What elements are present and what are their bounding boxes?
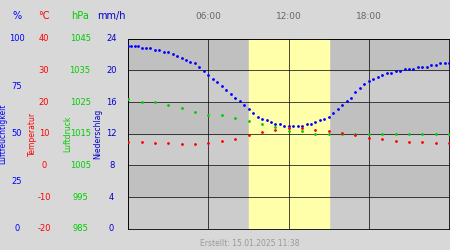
Text: 40: 40 bbox=[39, 34, 50, 43]
Text: 0: 0 bbox=[109, 224, 114, 233]
Text: 4: 4 bbox=[109, 192, 114, 202]
Text: 75: 75 bbox=[12, 82, 22, 91]
Text: 985: 985 bbox=[72, 224, 88, 233]
Text: 25: 25 bbox=[12, 177, 22, 186]
Bar bbox=[128, 134, 449, 166]
Text: mm/h: mm/h bbox=[97, 11, 126, 21]
Text: Luftfeuchtigkeit: Luftfeuchtigkeit bbox=[0, 104, 7, 164]
Bar bbox=[128, 166, 449, 197]
Bar bbox=[128, 39, 449, 70]
Text: 0: 0 bbox=[14, 224, 20, 233]
Text: 20: 20 bbox=[39, 98, 50, 106]
Text: 10: 10 bbox=[39, 129, 50, 138]
Text: Luftdruck: Luftdruck bbox=[63, 116, 72, 152]
Text: 8: 8 bbox=[109, 161, 114, 170]
Text: hPa: hPa bbox=[71, 11, 89, 21]
Bar bbox=[128, 197, 449, 229]
Text: 1015: 1015 bbox=[70, 129, 90, 138]
Bar bbox=[128, 70, 449, 102]
Text: 0: 0 bbox=[41, 161, 47, 170]
Text: 16: 16 bbox=[106, 98, 117, 106]
Text: 50: 50 bbox=[12, 129, 22, 138]
Text: 20: 20 bbox=[106, 66, 117, 75]
Text: Erstellt: 15.01.2025 11:38: Erstellt: 15.01.2025 11:38 bbox=[200, 238, 300, 248]
Text: 100: 100 bbox=[9, 34, 25, 43]
Text: -20: -20 bbox=[37, 224, 51, 233]
Text: Temperatur: Temperatur bbox=[28, 112, 37, 156]
Text: 1005: 1005 bbox=[70, 161, 90, 170]
Text: Niederschlag: Niederschlag bbox=[94, 108, 103, 159]
Text: 24: 24 bbox=[106, 34, 117, 43]
Text: 1045: 1045 bbox=[70, 34, 90, 43]
Text: -10: -10 bbox=[37, 192, 51, 202]
Bar bbox=[128, 102, 449, 134]
Text: 18:00: 18:00 bbox=[356, 12, 382, 21]
Text: 1025: 1025 bbox=[70, 98, 90, 106]
Text: 1035: 1035 bbox=[70, 66, 90, 75]
Text: 06:00: 06:00 bbox=[195, 12, 221, 21]
Text: 12: 12 bbox=[106, 129, 117, 138]
Text: °C: °C bbox=[38, 11, 50, 21]
Text: 12:00: 12:00 bbox=[276, 12, 302, 21]
Text: %: % bbox=[13, 11, 22, 21]
Text: 995: 995 bbox=[72, 192, 88, 202]
Text: 30: 30 bbox=[39, 66, 50, 75]
Bar bbox=[248, 39, 329, 229]
